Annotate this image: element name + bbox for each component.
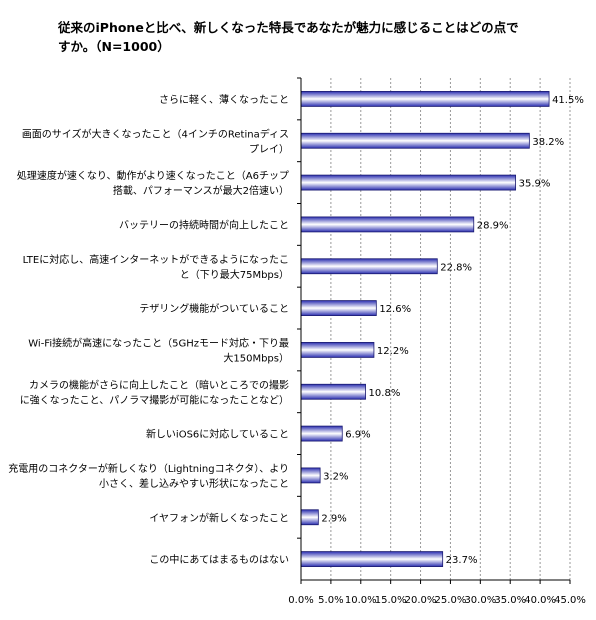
x-tick-label: 45.0% xyxy=(554,595,586,606)
category-label: プレイ） xyxy=(249,143,289,155)
category-label: と（下り最大75Mbps） xyxy=(180,268,289,281)
category-label: 画面のサイズが大きくなったこと（4インチのRetinaディス xyxy=(22,127,289,140)
x-tick-label: 20.0% xyxy=(405,595,437,606)
data-label: 23.7% xyxy=(446,555,478,566)
labels: 0.0% 5.0% 10.0%15.0%20.0%25.0%30.0%35.0%40… xyxy=(8,93,586,606)
category-label: 大150Mbps） xyxy=(223,351,289,364)
bars xyxy=(300,91,550,567)
chart-title-line-2: すか。（N=1000） xyxy=(58,39,170,54)
data-label: 2.9% xyxy=(321,513,346,524)
bar xyxy=(300,300,377,316)
category-label: イヤフォンが新しくなったこと xyxy=(149,511,289,524)
x-tick-label: 15.0% xyxy=(375,595,407,606)
category-label: に強くなったこと、パノラマ撮影が可能になったことなど） xyxy=(20,393,289,406)
data-label: 28.9% xyxy=(477,220,509,231)
bar xyxy=(300,551,444,567)
category-label: この中にあてはまるものはない xyxy=(149,553,289,566)
chart-title-line-1: 従来のiPhoneと比べ、新しくなった特長であなたが魅力に感じることはどの点で xyxy=(58,20,519,35)
category-label: LTEに対応し、高速インターネットができるようになったこ xyxy=(23,253,289,266)
category-label: さらに軽く、薄くなったこと xyxy=(159,93,289,106)
x-tick-label: 25.0% xyxy=(435,595,467,606)
bar xyxy=(300,383,366,400)
bar xyxy=(300,258,438,275)
data-label: 12.2% xyxy=(377,346,409,357)
bar xyxy=(300,467,321,484)
axes xyxy=(297,77,571,584)
category-label: バッテリーの持続時間が向上したこと xyxy=(119,218,289,231)
gridlines xyxy=(330,78,571,580)
bar xyxy=(300,91,550,107)
x-tick-label: 10.0% xyxy=(345,595,377,606)
category-label: テザリング機能がついていること xyxy=(139,302,289,315)
bar xyxy=(300,509,319,526)
x-tick-label: 40.0% xyxy=(524,595,556,606)
category-label: カメラの機能がさらに向上したこと（暗いところでの撮影 xyxy=(29,378,289,391)
bar xyxy=(300,174,517,191)
category-label: 搭載、パフォーマンスが最大2倍速い） xyxy=(113,184,289,197)
data-label: 3.2% xyxy=(323,471,348,482)
data-label: 10.8% xyxy=(369,388,401,399)
x-tick-label: 5.0% xyxy=(318,595,343,606)
x-tick-label: 0.0% xyxy=(288,595,313,606)
data-label: 38.2% xyxy=(532,137,564,148)
x-tick-label: 30.0% xyxy=(464,595,496,606)
x-tick-label: 35.0% xyxy=(494,595,526,606)
data-label: 22.8% xyxy=(440,262,472,273)
category-label: 小さく、差し込みやすい形状になったこと xyxy=(99,477,289,490)
data-label: 41.5% xyxy=(552,95,584,106)
data-label: 35.9% xyxy=(519,179,551,190)
category-label: 処理速度が速くなり、動作がより速くなったこと（A6チップ xyxy=(17,169,289,182)
bar xyxy=(300,216,475,233)
bar xyxy=(300,342,375,358)
chart-title: 従来のiPhoneと比べ、新しくなった特長であなたが魅力に感じることはどの点で … xyxy=(58,18,558,56)
bar xyxy=(300,132,530,149)
data-label: 6.9% xyxy=(345,430,370,441)
bar xyxy=(300,425,343,442)
category-label: 新しいiOS6に対応していること xyxy=(146,428,289,441)
data-label: 12.6% xyxy=(379,304,411,315)
category-label: Wi-Fi接続が高速になったこと（5GHzモード対応・下り最 xyxy=(28,336,289,349)
category-label: 充電用のコネクターが新しくなり（Lightningコネクタ）、より xyxy=(8,462,289,475)
